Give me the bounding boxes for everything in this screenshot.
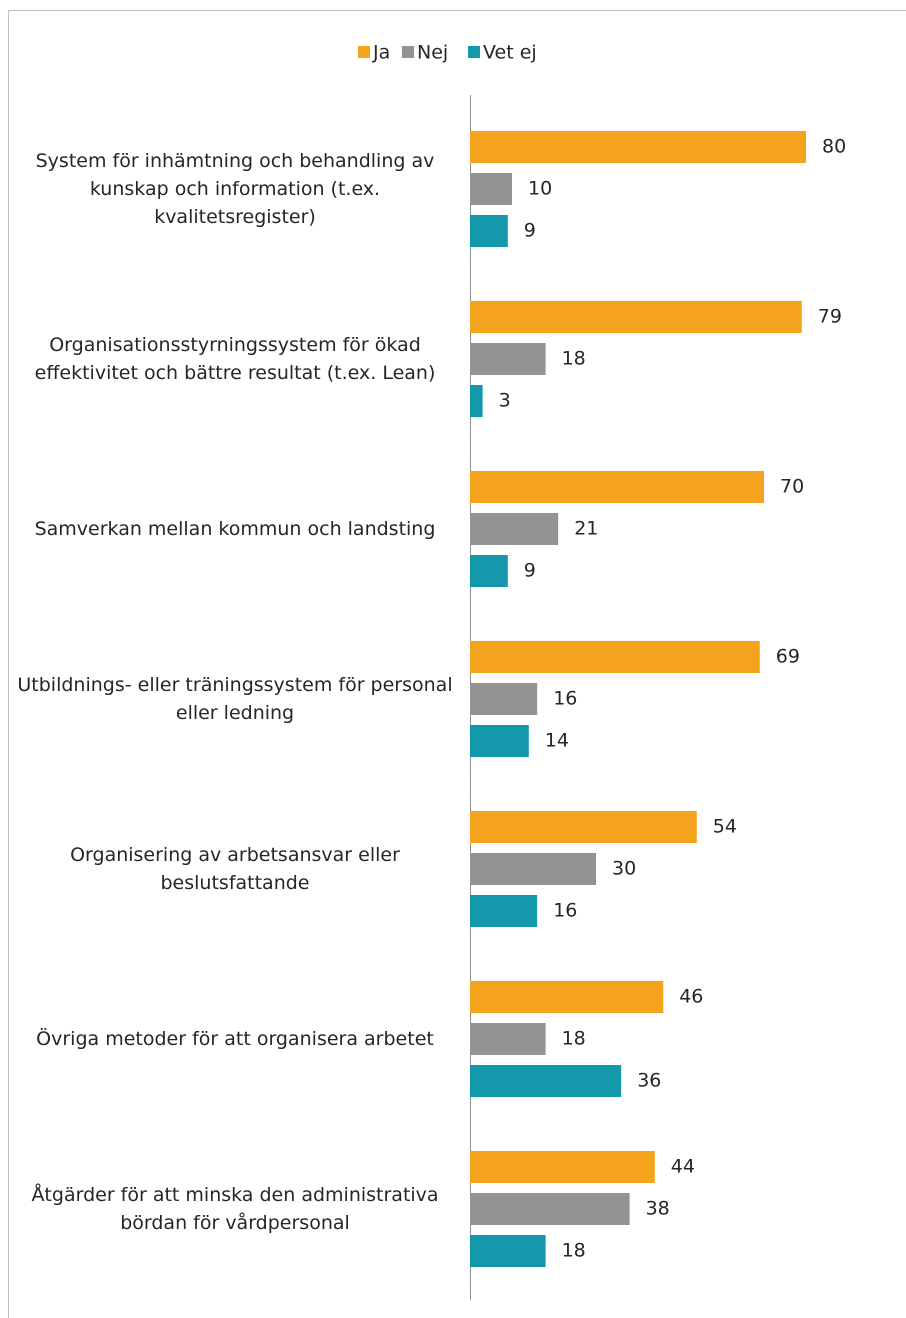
data-label: 54 [713, 816, 737, 838]
bar [470, 343, 546, 375]
data-label: 70 [780, 476, 804, 498]
data-label: 80 [822, 136, 846, 158]
data-label: 38 [646, 1198, 670, 1220]
category-label: Organisationsstyrningssystem för ökad ef… [34, 334, 436, 384]
data-label: 18 [562, 348, 586, 370]
legend-label: Ja [372, 42, 390, 64]
category-label: System för inhämtning och behandling av … [35, 150, 435, 228]
bar [470, 1151, 655, 1183]
bar [470, 471, 764, 503]
data-label: 46 [679, 986, 703, 1008]
bar [470, 301, 802, 333]
bar [470, 811, 697, 843]
data-label: 9 [524, 220, 536, 242]
data-label: 44 [671, 1156, 695, 1178]
category-label: Utbildnings- eller träningssystem för pe… [17, 674, 453, 724]
bar [470, 385, 483, 417]
legend-swatch [468, 46, 480, 58]
bar [470, 853, 596, 885]
data-label: 79 [818, 306, 842, 328]
bar [470, 895, 538, 927]
bar [470, 555, 508, 587]
bar [470, 1065, 622, 1097]
category-label: Åtgärder för att minska den administrati… [31, 1184, 439, 1234]
data-label: 36 [637, 1070, 661, 1092]
bar [470, 173, 512, 205]
category-label: Organisering av arbetsansvar eller beslu… [70, 844, 400, 894]
data-label: 14 [545, 730, 569, 752]
category-label: Samverkan mellan kommun och landsting [34, 518, 436, 540]
data-label: 16 [553, 688, 577, 710]
legend-swatch [358, 46, 370, 58]
data-label: 16 [553, 900, 577, 922]
legend-swatch [402, 46, 414, 58]
legend-label: Nej [417, 42, 448, 64]
bar [470, 513, 559, 545]
bar [470, 1193, 630, 1225]
bar [470, 131, 806, 163]
data-label: 18 [562, 1240, 586, 1262]
bar [470, 981, 664, 1013]
bar [470, 1023, 546, 1055]
bar [470, 215, 508, 247]
category-label: Övriga metoder för att organisera arbete… [36, 1028, 434, 1050]
bar [470, 725, 529, 757]
data-label: 9 [524, 560, 536, 582]
bar [470, 1235, 546, 1267]
data-label: 30 [612, 858, 636, 880]
data-label: 10 [528, 178, 552, 200]
data-label: 21 [574, 518, 598, 540]
data-label: 3 [499, 390, 511, 412]
data-label: 69 [776, 646, 800, 668]
bar [470, 641, 760, 673]
legend-label: Vet ej [483, 42, 537, 64]
bar [470, 683, 538, 715]
data-label: 18 [562, 1028, 586, 1050]
